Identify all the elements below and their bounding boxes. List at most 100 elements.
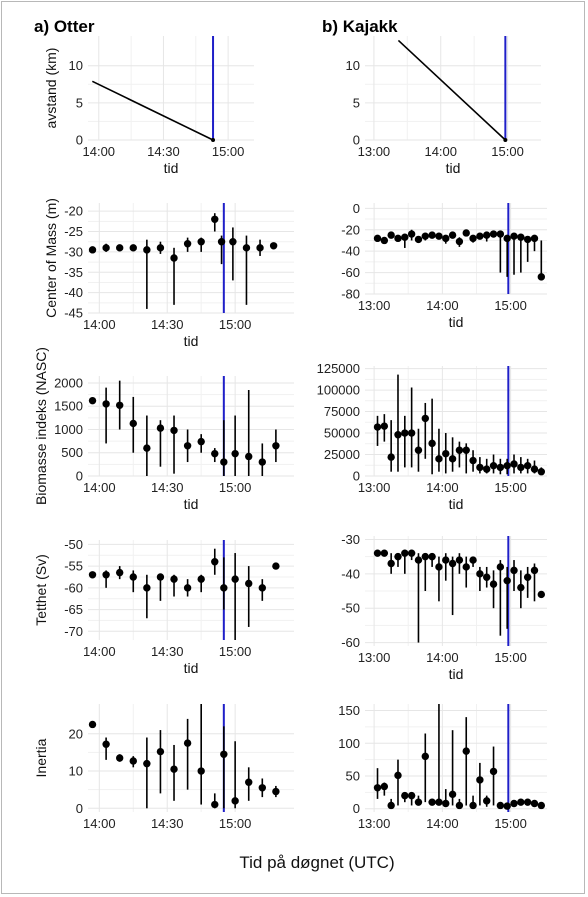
data-point: [143, 246, 151, 254]
data-point: [129, 244, 137, 252]
y-tick-label: 5: [76, 95, 83, 110]
data-point: [414, 446, 423, 454]
data-point: [129, 419, 137, 428]
x-tick-label: 15:00: [212, 144, 245, 159]
y-axis-label: Tetthet (Sv): [33, 554, 49, 626]
y-tick-label: 0: [353, 201, 360, 216]
data-point: [373, 549, 382, 557]
y-tick-label: 5: [353, 95, 360, 110]
data-point: [407, 230, 416, 238]
x-tick-label: 15:00: [491, 144, 524, 159]
data-point: [421, 232, 429, 240]
data-point: [211, 215, 219, 223]
data-point: [523, 461, 532, 470]
data-point: [428, 231, 436, 239]
y-tick-label: 75000: [324, 404, 360, 419]
data-point: [394, 552, 402, 561]
data-point: [407, 429, 416, 437]
x-tick-label: 14:00: [426, 480, 459, 495]
data-point: [421, 414, 429, 423]
x-tick-label: 14:00: [424, 144, 457, 159]
data-point: [483, 797, 491, 805]
y-tick-label: -70: [64, 624, 83, 639]
chart-otter-inertia: 0 10 20 14:00 14:30 15:00 Inertia: [33, 704, 294, 831]
data-point: [455, 446, 464, 454]
y-tick-label: -20: [64, 204, 83, 219]
data-point: [220, 458, 228, 466]
panel-title-kajakk: b) Kajakk: [322, 17, 398, 36]
data-point: [115, 568, 124, 577]
data-point: [211, 800, 219, 809]
y-tick-label: -60: [341, 635, 360, 650]
data-point: [102, 571, 110, 579]
data-point: [183, 584, 192, 592]
x-tick-label: 15:00: [494, 298, 527, 313]
x-axis-label: tid: [449, 496, 464, 512]
data-point: [245, 778, 253, 786]
x-tick-label: 14:30: [151, 317, 184, 332]
data-point: [143, 759, 151, 768]
y-tick-label: 0: [76, 133, 83, 148]
data-point: [483, 465, 491, 473]
data-point: [517, 798, 525, 806]
chart-kajakk-avstand: 0 5 10 13:00 14:00 15:00 tid: [346, 36, 541, 176]
x-tick-label: 15:00: [494, 480, 527, 495]
y-tick-label: -40: [341, 566, 360, 581]
data-point: [530, 566, 539, 575]
x-axis-label: tid: [164, 160, 179, 176]
y-tick-label: 10: [69, 764, 83, 779]
data-point: [380, 782, 389, 791]
data-point: [170, 254, 178, 262]
data-point: [143, 584, 151, 592]
y-tick-label: 20: [69, 726, 83, 741]
data-point: [476, 570, 484, 578]
x-tick-label: 14:30: [151, 816, 184, 831]
x-axis-label: tid: [449, 666, 464, 682]
data-point: [455, 556, 464, 564]
x-axis-label: tid: [184, 496, 199, 512]
data-point: [269, 242, 278, 250]
y-tick-label: -55: [64, 559, 83, 574]
y-tick-label: -35: [64, 265, 83, 280]
x-tick-label: 14:30: [147, 144, 180, 159]
data-point: [387, 559, 395, 568]
data-point: [102, 740, 110, 748]
data-point: [462, 446, 470, 454]
y-tick-label: 50: [346, 769, 360, 784]
data-point: [523, 235, 532, 244]
data-point: [428, 552, 436, 561]
data-point: [435, 455, 443, 463]
y-tick-label: 0: [353, 133, 360, 148]
y-tick-label: 10: [346, 58, 360, 73]
chart-otter-avstand: 0 5 10 14:00 14:30 15:00 tid avstand (km): [43, 36, 254, 176]
data-point: [258, 584, 267, 592]
data-point: [448, 455, 457, 463]
y-tick-label: -30: [341, 532, 360, 547]
data-point: [387, 801, 395, 810]
y-tick-label: 0: [76, 469, 83, 484]
data-point: [448, 231, 457, 239]
y-tick-label: -65: [64, 602, 83, 617]
data-point: [489, 580, 498, 588]
data-point: [489, 230, 498, 238]
y-tick-label: 25000: [324, 447, 360, 462]
data-point: [231, 449, 239, 458]
data-point: [448, 790, 457, 799]
data-point: [373, 784, 382, 792]
x-tick-label: 14:30: [151, 644, 184, 659]
x-tick-label: 13:00: [358, 298, 391, 313]
data-point: [231, 797, 239, 805]
y-tick-label: -40: [64, 285, 83, 300]
data-point: [88, 246, 97, 254]
data-point: [537, 273, 546, 281]
data-point: [510, 460, 518, 468]
data-point: [258, 784, 267, 792]
y-tick-label: -40: [341, 244, 360, 259]
data-point: [102, 244, 110, 252]
data-point: [462, 229, 470, 237]
data-point: [272, 442, 280, 450]
data-point: [455, 237, 464, 246]
